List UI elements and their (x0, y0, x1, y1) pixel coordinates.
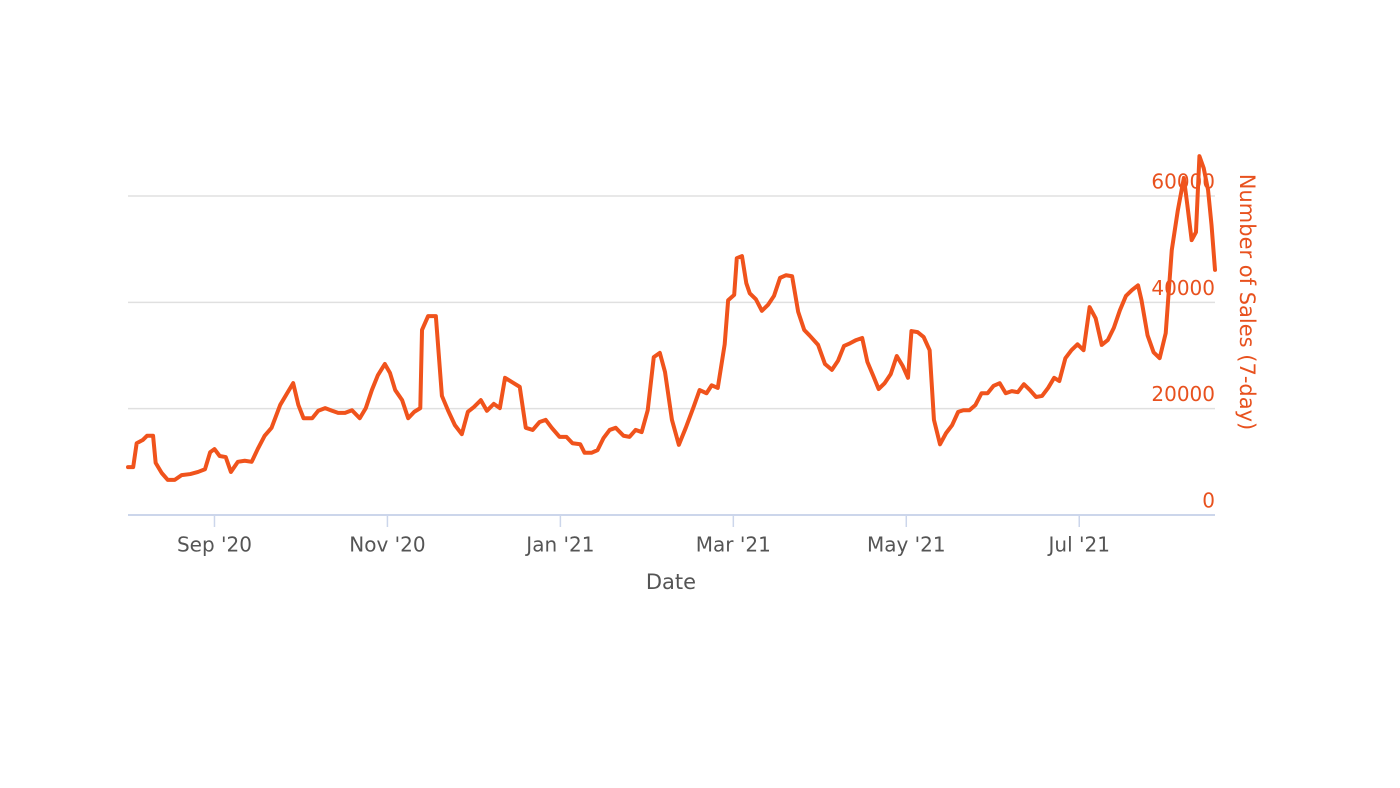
y-tick-label: 40000 (1151, 276, 1215, 300)
x-tick-label: Mar '21 (696, 533, 771, 557)
y-axis-label: Number of Sales (7-day) (1235, 174, 1259, 430)
y-tick-label: 0 (1202, 489, 1215, 513)
x-axis-label: Date (646, 570, 696, 594)
x-tick-label: Nov '20 (349, 533, 425, 557)
x-tick-label: Jan '21 (524, 533, 594, 557)
x-tick-label: Jul '21 (1047, 533, 1110, 557)
x-tick-label: May '21 (867, 533, 946, 557)
y-tick-label: 20000 (1151, 382, 1215, 406)
sales-line (126, 154, 1217, 482)
x-tick-label: Sep '20 (177, 533, 252, 557)
